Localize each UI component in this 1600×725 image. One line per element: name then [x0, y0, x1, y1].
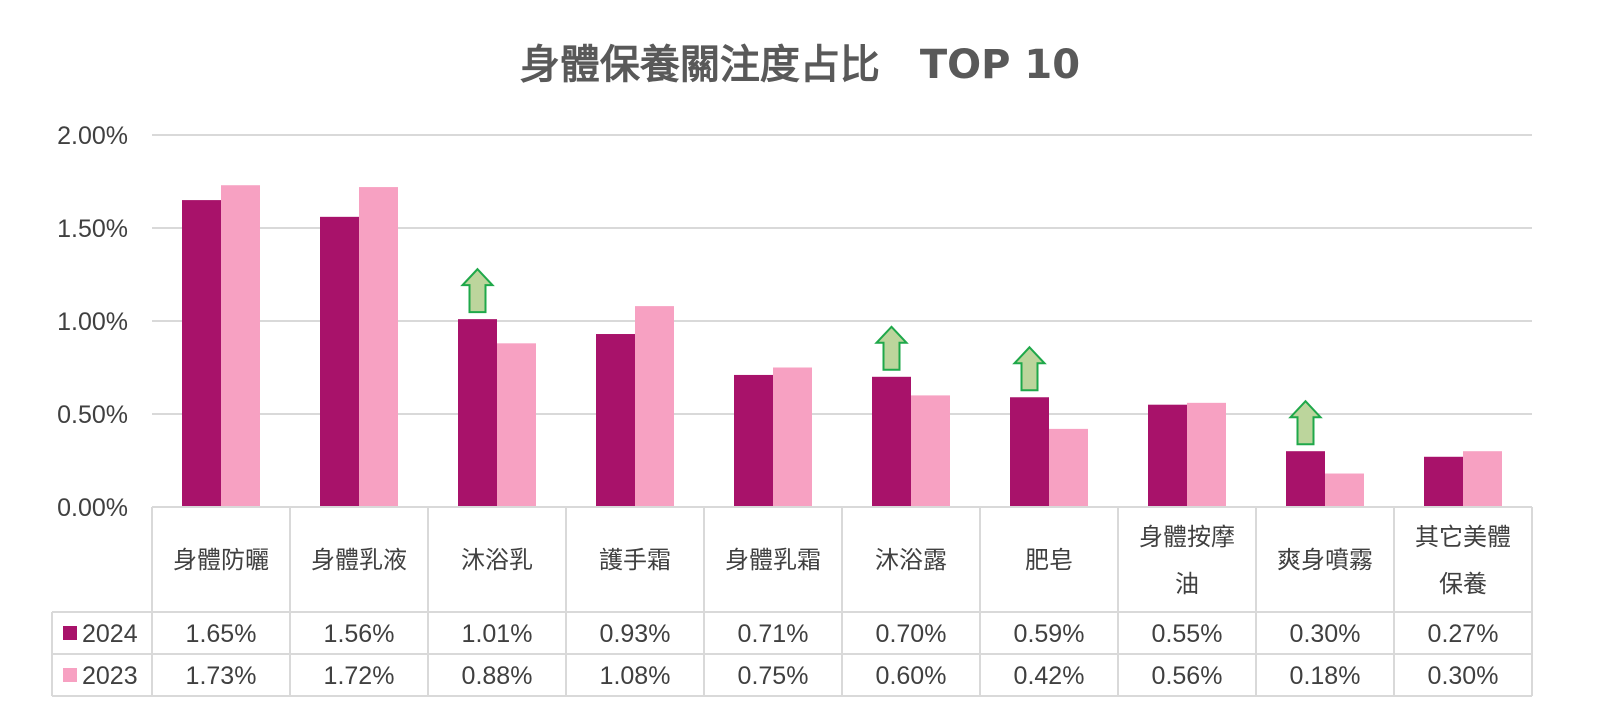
category-label: 護手霜 [599, 546, 671, 574]
data-label-2023: 1.08% [600, 662, 671, 690]
bar-2023 [1325, 473, 1364, 507]
bar-2023 [497, 343, 536, 507]
data-label-2023: 1.72% [324, 662, 395, 690]
bar-2024 [1286, 451, 1325, 507]
category-label: 其它美體 [1415, 523, 1511, 551]
data-label-2023: 0.60% [876, 662, 947, 690]
data-label-2023: 0.56% [1152, 662, 1223, 690]
category-label: 沐浴乳 [461, 546, 533, 574]
up-arrows [460, 267, 1323, 446]
category-label: 爽身噴霧 [1277, 546, 1373, 574]
legend-swatch-2024 [63, 626, 77, 640]
bars [182, 185, 1502, 507]
bar-2024 [1148, 404, 1187, 507]
chart-title: 身體保養關注度占比 TOP 10 [520, 42, 1080, 88]
bar-2023 [1049, 428, 1088, 507]
bar-2023 [359, 187, 398, 507]
bar-2023 [1463, 451, 1502, 507]
data-label-2024: 0.27% [1428, 620, 1499, 648]
bar-2023 [773, 367, 812, 507]
data-label-2024: 0.30% [1290, 620, 1361, 648]
bar-2024 [320, 216, 359, 507]
category-label: 沐浴露 [875, 546, 947, 574]
bar-2024 [458, 319, 497, 507]
y-tick-label: 2.00% [57, 122, 128, 150]
up-arrow-icon [874, 325, 909, 371]
up-arrow-icon [460, 267, 495, 314]
data-label-2024: 0.59% [1014, 620, 1085, 648]
category-label: 身體乳液 [311, 546, 407, 574]
legend-swatch-2023 [63, 668, 77, 682]
up-arrow-icon [1288, 399, 1323, 446]
bar-2024 [182, 200, 221, 507]
category-label: 身體按摩 [1139, 523, 1235, 551]
bar-2024 [596, 334, 635, 507]
data-label-2024: 0.71% [738, 620, 809, 648]
bar-2023 [635, 306, 674, 507]
data-label-2023: 0.18% [1290, 662, 1361, 690]
data-label-2024: 1.65% [186, 620, 257, 648]
category-label: 油 [1175, 570, 1199, 598]
up-arrow-icon [1012, 345, 1047, 392]
bar-2023 [1187, 402, 1226, 507]
category-label: 肥皂 [1025, 546, 1073, 574]
data-label-2023: 0.42% [1014, 662, 1085, 690]
data-label-2023: 0.30% [1428, 662, 1499, 690]
y-axis-ticks: 0.00% 0.50% 1.00% 1.50% 2.00% [57, 122, 128, 522]
bar-2024 [872, 376, 911, 507]
category-label: 保養 [1439, 570, 1487, 598]
data-label-2023: 0.75% [738, 662, 809, 690]
data-label-2024: 0.93% [600, 620, 671, 648]
y-tick-label: 1.00% [57, 308, 128, 336]
bar-2024 [1424, 456, 1463, 507]
category-label: 身體乳霜 [725, 546, 821, 574]
bar-2024 [734, 374, 773, 507]
data-label-2024: 0.55% [1152, 620, 1223, 648]
category-label: 身體防曬 [173, 546, 269, 574]
bar-2023 [911, 395, 950, 507]
y-tick-label: 1.50% [57, 215, 128, 243]
y-tick-label: 0.50% [57, 401, 128, 429]
data-label-2024: 0.70% [876, 620, 947, 648]
data-label-2023: 1.73% [186, 662, 257, 690]
bar-2024 [1010, 397, 1049, 507]
legend-label-2024: 2024 [82, 620, 138, 648]
data-label-2023: 0.88% [462, 662, 533, 690]
bar-2023 [221, 185, 260, 507]
data-label-2024: 1.01% [462, 620, 533, 648]
y-tick-label: 0.00% [57, 494, 128, 522]
data-label-2024: 1.56% [324, 620, 395, 648]
legend-label-2023: 2023 [82, 662, 138, 690]
